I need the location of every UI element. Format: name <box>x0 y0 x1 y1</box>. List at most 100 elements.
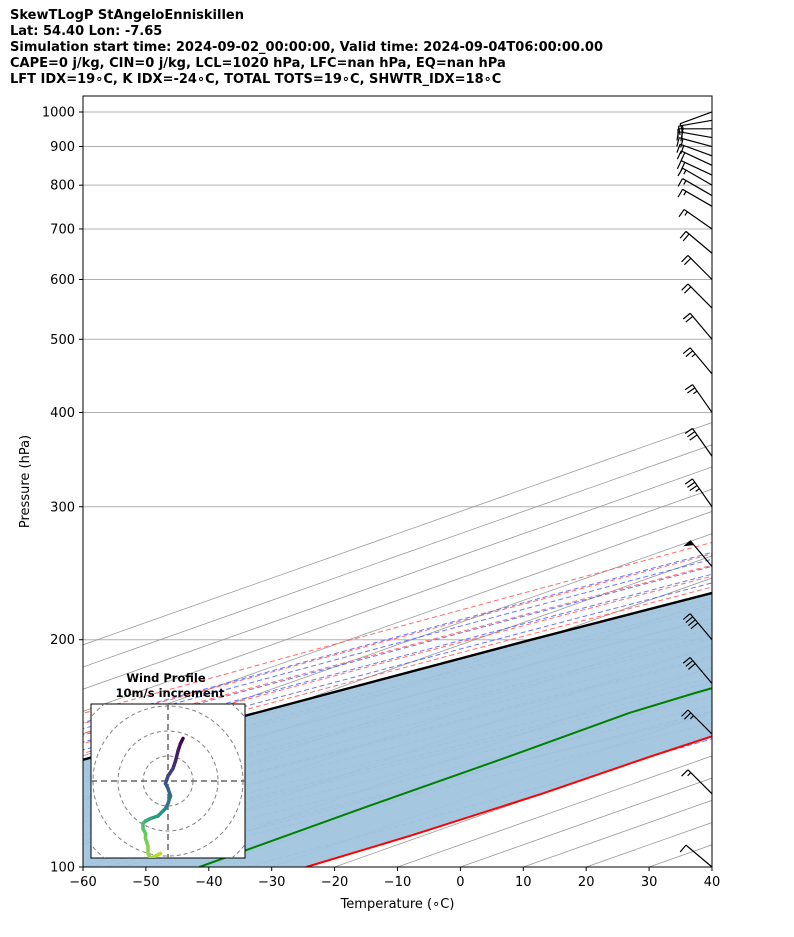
wind-barb <box>676 137 713 148</box>
wind-barb <box>676 143 713 157</box>
barb-flag <box>677 178 684 187</box>
barb-half-flag <box>683 191 687 196</box>
inset-ring <box>117 730 219 832</box>
barb-staff <box>692 428 713 457</box>
barb-flag <box>681 255 689 263</box>
x-tick-label: −20 <box>321 875 348 890</box>
wind-barb <box>679 230 713 254</box>
barb-flag <box>684 384 693 391</box>
barb-staff <box>679 143 713 157</box>
barb-flag <box>680 145 685 155</box>
barb-staff <box>678 131 713 139</box>
x-tick-label: 0 <box>456 875 464 890</box>
barb-staff <box>689 347 713 375</box>
y-tick-label: 500 <box>50 333 75 348</box>
barb-flag <box>677 189 684 198</box>
wind-barb <box>681 255 713 280</box>
barb-flag <box>687 431 696 438</box>
barb-flag <box>678 209 685 218</box>
barb-flag <box>677 167 684 177</box>
barb-flag <box>688 619 696 627</box>
hodograph-segment <box>153 851 163 858</box>
y-tick-label: 1000 <box>42 105 75 120</box>
barb-half-flag <box>684 211 688 216</box>
wind-barb <box>681 769 713 795</box>
barb-flag <box>685 315 694 323</box>
barb-staff <box>680 160 713 176</box>
barb-flag <box>680 138 684 148</box>
wind-barb <box>677 178 713 197</box>
barb-flag <box>681 283 689 291</box>
x-tick-label: 10 <box>515 875 532 890</box>
barb-staff <box>685 844 713 868</box>
barb-half-flag <box>693 390 698 395</box>
barb-staff <box>689 613 713 641</box>
barb-half-flag <box>687 772 692 777</box>
wind-barb <box>676 150 713 166</box>
dry-adiabat <box>83 553 712 725</box>
wind-barb <box>678 208 713 230</box>
barb-flag <box>676 143 681 153</box>
wind-barb <box>684 427 713 457</box>
barb-flag <box>685 350 694 358</box>
isotherm-line <box>83 444 712 668</box>
y-tick-label: 900 <box>50 140 75 155</box>
barb-staff <box>679 137 713 148</box>
barb-flag <box>679 123 684 133</box>
barb-flag <box>681 769 689 777</box>
barb-staff <box>682 167 713 186</box>
barb-pennant <box>683 540 695 547</box>
barb-staff <box>682 188 713 207</box>
x-tick-label: −60 <box>69 875 96 890</box>
x-tick-label: −50 <box>132 875 159 890</box>
wind-barb <box>677 167 713 186</box>
chart-header: SkewTLogP StAngeloEnniskillen Lat: 54.40… <box>10 8 603 88</box>
y-axis-label: Pressure (hPa) <box>18 435 33 528</box>
isotherm-line <box>711 866 712 867</box>
barb-flag <box>679 231 687 239</box>
barb-half-flag <box>690 715 695 720</box>
barb-flag <box>676 160 682 170</box>
barb-flag <box>687 387 696 394</box>
barb-staff <box>687 709 713 735</box>
barb-half-flag <box>691 353 696 358</box>
barb-staff <box>680 150 713 166</box>
barb-staff <box>692 478 713 508</box>
barb-flag <box>682 613 691 620</box>
wind-barb <box>684 384 713 413</box>
barb-staff <box>685 230 713 254</box>
stability-params: CAPE=0 j/kg, CIN=0 j/kg, LCL=1020 hPa, L… <box>10 56 506 71</box>
barb-flag <box>680 152 686 162</box>
barb-flag <box>687 481 696 488</box>
isotherm-line <box>83 422 712 646</box>
simulation-times: Simulation start time: 2024-09-02_00:00:… <box>10 40 603 55</box>
barb-flag <box>690 622 699 630</box>
barb-flag <box>689 484 698 492</box>
inset-subtitle: 10m/s increment <box>116 686 225 700</box>
wind-barb <box>684 478 713 508</box>
station-title: SkewTLogP StAngeloEnniskillen <box>10 8 244 23</box>
y-tick-label: 100 <box>50 861 75 876</box>
barb-staff <box>692 384 713 413</box>
y-tick-label: 800 <box>50 179 75 194</box>
barb-staff <box>682 178 713 197</box>
wind-barb <box>682 657 713 684</box>
wind-barb <box>682 312 713 340</box>
barb-staff <box>687 769 713 795</box>
barb-flag <box>683 257 692 266</box>
barb-half-flag <box>695 488 700 492</box>
barb-flag <box>677 126 681 136</box>
barb-flag <box>681 709 689 717</box>
moist-adiabat <box>83 551 712 724</box>
inset-plot <box>91 704 245 858</box>
x-tick-label: −30 <box>258 875 285 890</box>
barb-flag <box>682 347 691 355</box>
barb-staff <box>689 312 713 340</box>
barb-flag <box>684 427 693 435</box>
barb-flag <box>683 712 692 720</box>
barb-flag <box>688 663 696 670</box>
barb-staff <box>689 657 713 684</box>
y-tick-label: 300 <box>50 500 75 515</box>
wind-barb <box>679 111 713 133</box>
